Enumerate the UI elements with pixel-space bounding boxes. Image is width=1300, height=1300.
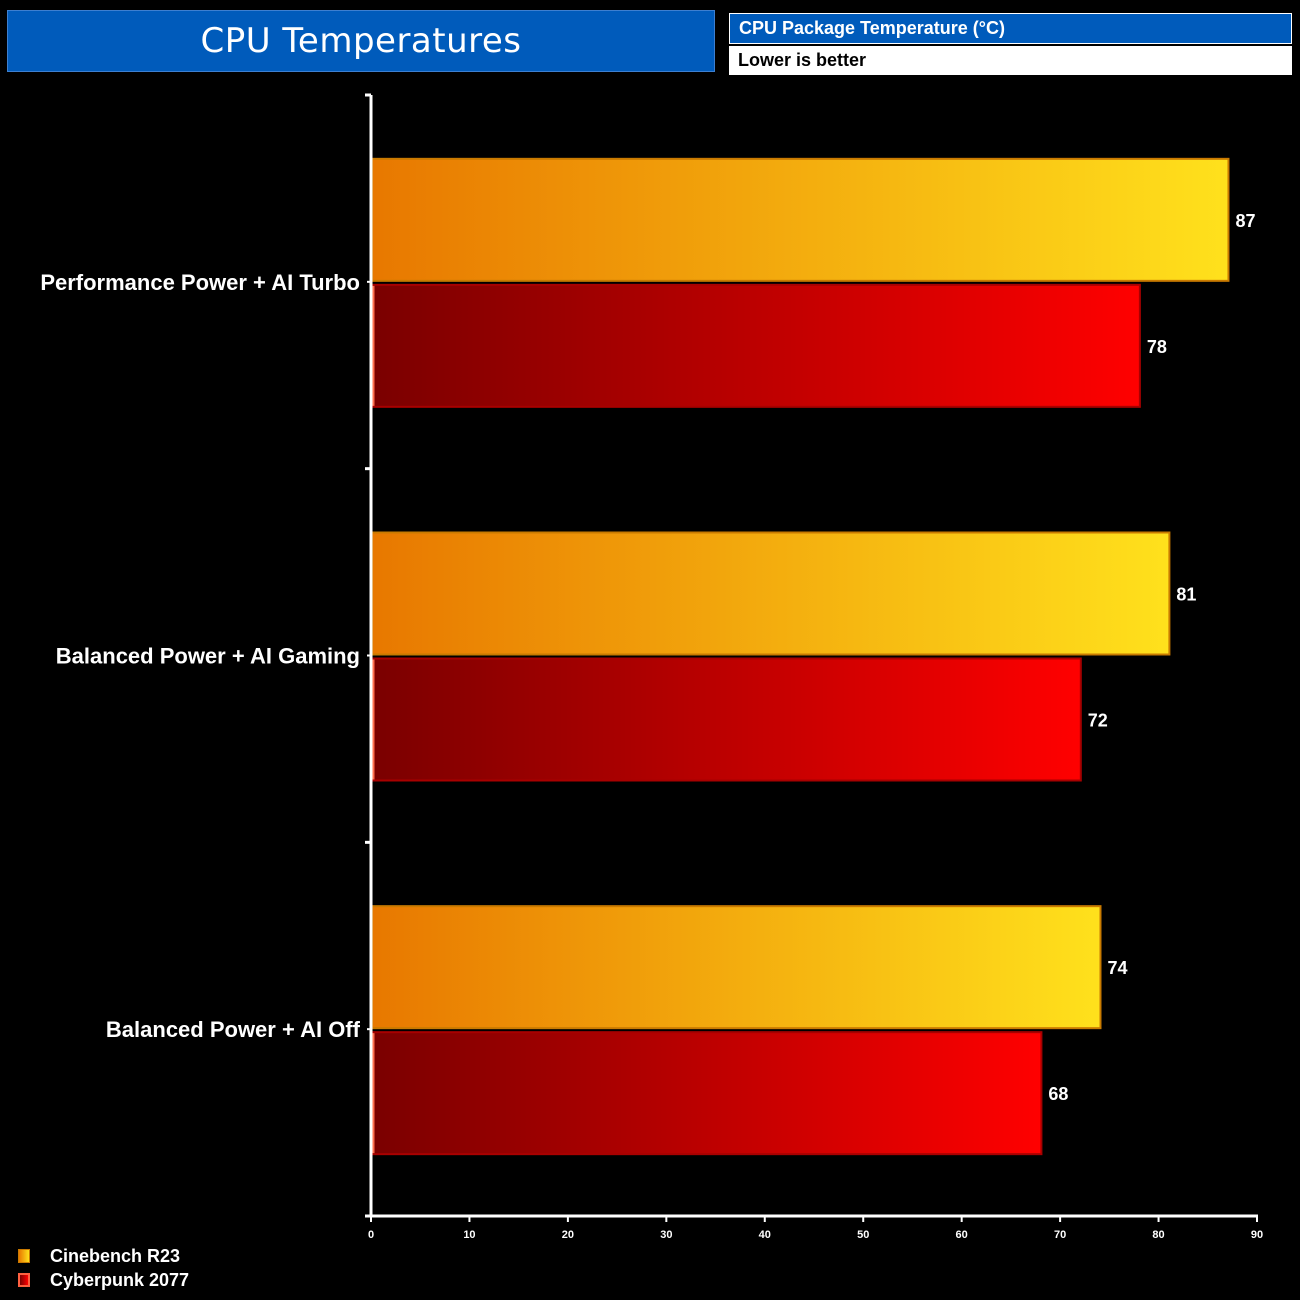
legend-swatch-cyberpunk — [18, 1273, 30, 1287]
x-tick-label-40: 40 — [759, 1229, 771, 1241]
data-label-balanced-power-ai-gaming-cinebench-r23: 81 — [1176, 585, 1196, 605]
x-tick-label-0: 0 — [368, 1229, 374, 1241]
bar-performance-power-ai-turbo-cyberpunk-2077 — [371, 283, 1141, 408]
data-label-balanced-power-ai-off-cyberpunk-2077: 68 — [1048, 1084, 1068, 1104]
category-label-balanced-power-ai-gaming: Balanced Power + AI Gaming — [56, 644, 360, 669]
data-label-balanced-power-ai-gaming-cyberpunk-2077: 72 — [1088, 711, 1108, 731]
data-label-performance-power-ai-turbo-cinebench-r23: 87 — [1235, 211, 1255, 231]
x-tick-label-60: 60 — [956, 1229, 968, 1241]
legend-item-cinebench: Cinebench R23 — [18, 1244, 189, 1268]
data-label-balanced-power-ai-off-cinebench-r23: 74 — [1107, 958, 1127, 978]
x-tick-label-10: 10 — [463, 1229, 475, 1241]
category-label-performance-power-ai-turbo: Performance Power + AI Turbo — [40, 270, 360, 295]
legend-label-cinebench: Cinebench R23 — [50, 1245, 181, 1266]
bar-balanced-power-ai-gaming-cyberpunk-2077 — [371, 657, 1082, 782]
legend-item-cyberpunk: Cyberpunk 2077 — [18, 1268, 189, 1292]
x-tick-label-50: 50 — [857, 1229, 869, 1241]
data-label-performance-power-ai-turbo-cyberpunk-2077: 78 — [1147, 337, 1167, 357]
x-tick-label-80: 80 — [1152, 1229, 1164, 1241]
bar-balanced-power-ai-off-cinebench-r23 — [371, 905, 1102, 1030]
x-tick-label-90: 90 — [1251, 1229, 1263, 1241]
legend-label-cyberpunk: Cyberpunk 2077 — [50, 1269, 190, 1290]
chart-title: CPU Temperatures — [7, 10, 715, 72]
legend: Cinebench R23 Cyberpunk 2077 — [18, 1244, 189, 1292]
x-tick-label-70: 70 — [1054, 1229, 1066, 1241]
bar-balanced-power-ai-off-cyberpunk-2077 — [371, 1031, 1043, 1156]
metric-label: CPU Package Temperature (°C) — [729, 13, 1292, 44]
bar-performance-power-ai-turbo-cinebench-r23 — [371, 157, 1230, 282]
legend-swatch-cinebench — [18, 1249, 30, 1263]
lower-is-better-note: Lower is better — [729, 46, 1292, 75]
x-tick-label-30: 30 — [660, 1229, 672, 1241]
x-tick-label-20: 20 — [562, 1229, 574, 1241]
category-label-balanced-power-ai-off: Balanced Power + AI Off — [106, 1017, 361, 1042]
bar-balanced-power-ai-gaming-cinebench-r23 — [371, 531, 1171, 656]
